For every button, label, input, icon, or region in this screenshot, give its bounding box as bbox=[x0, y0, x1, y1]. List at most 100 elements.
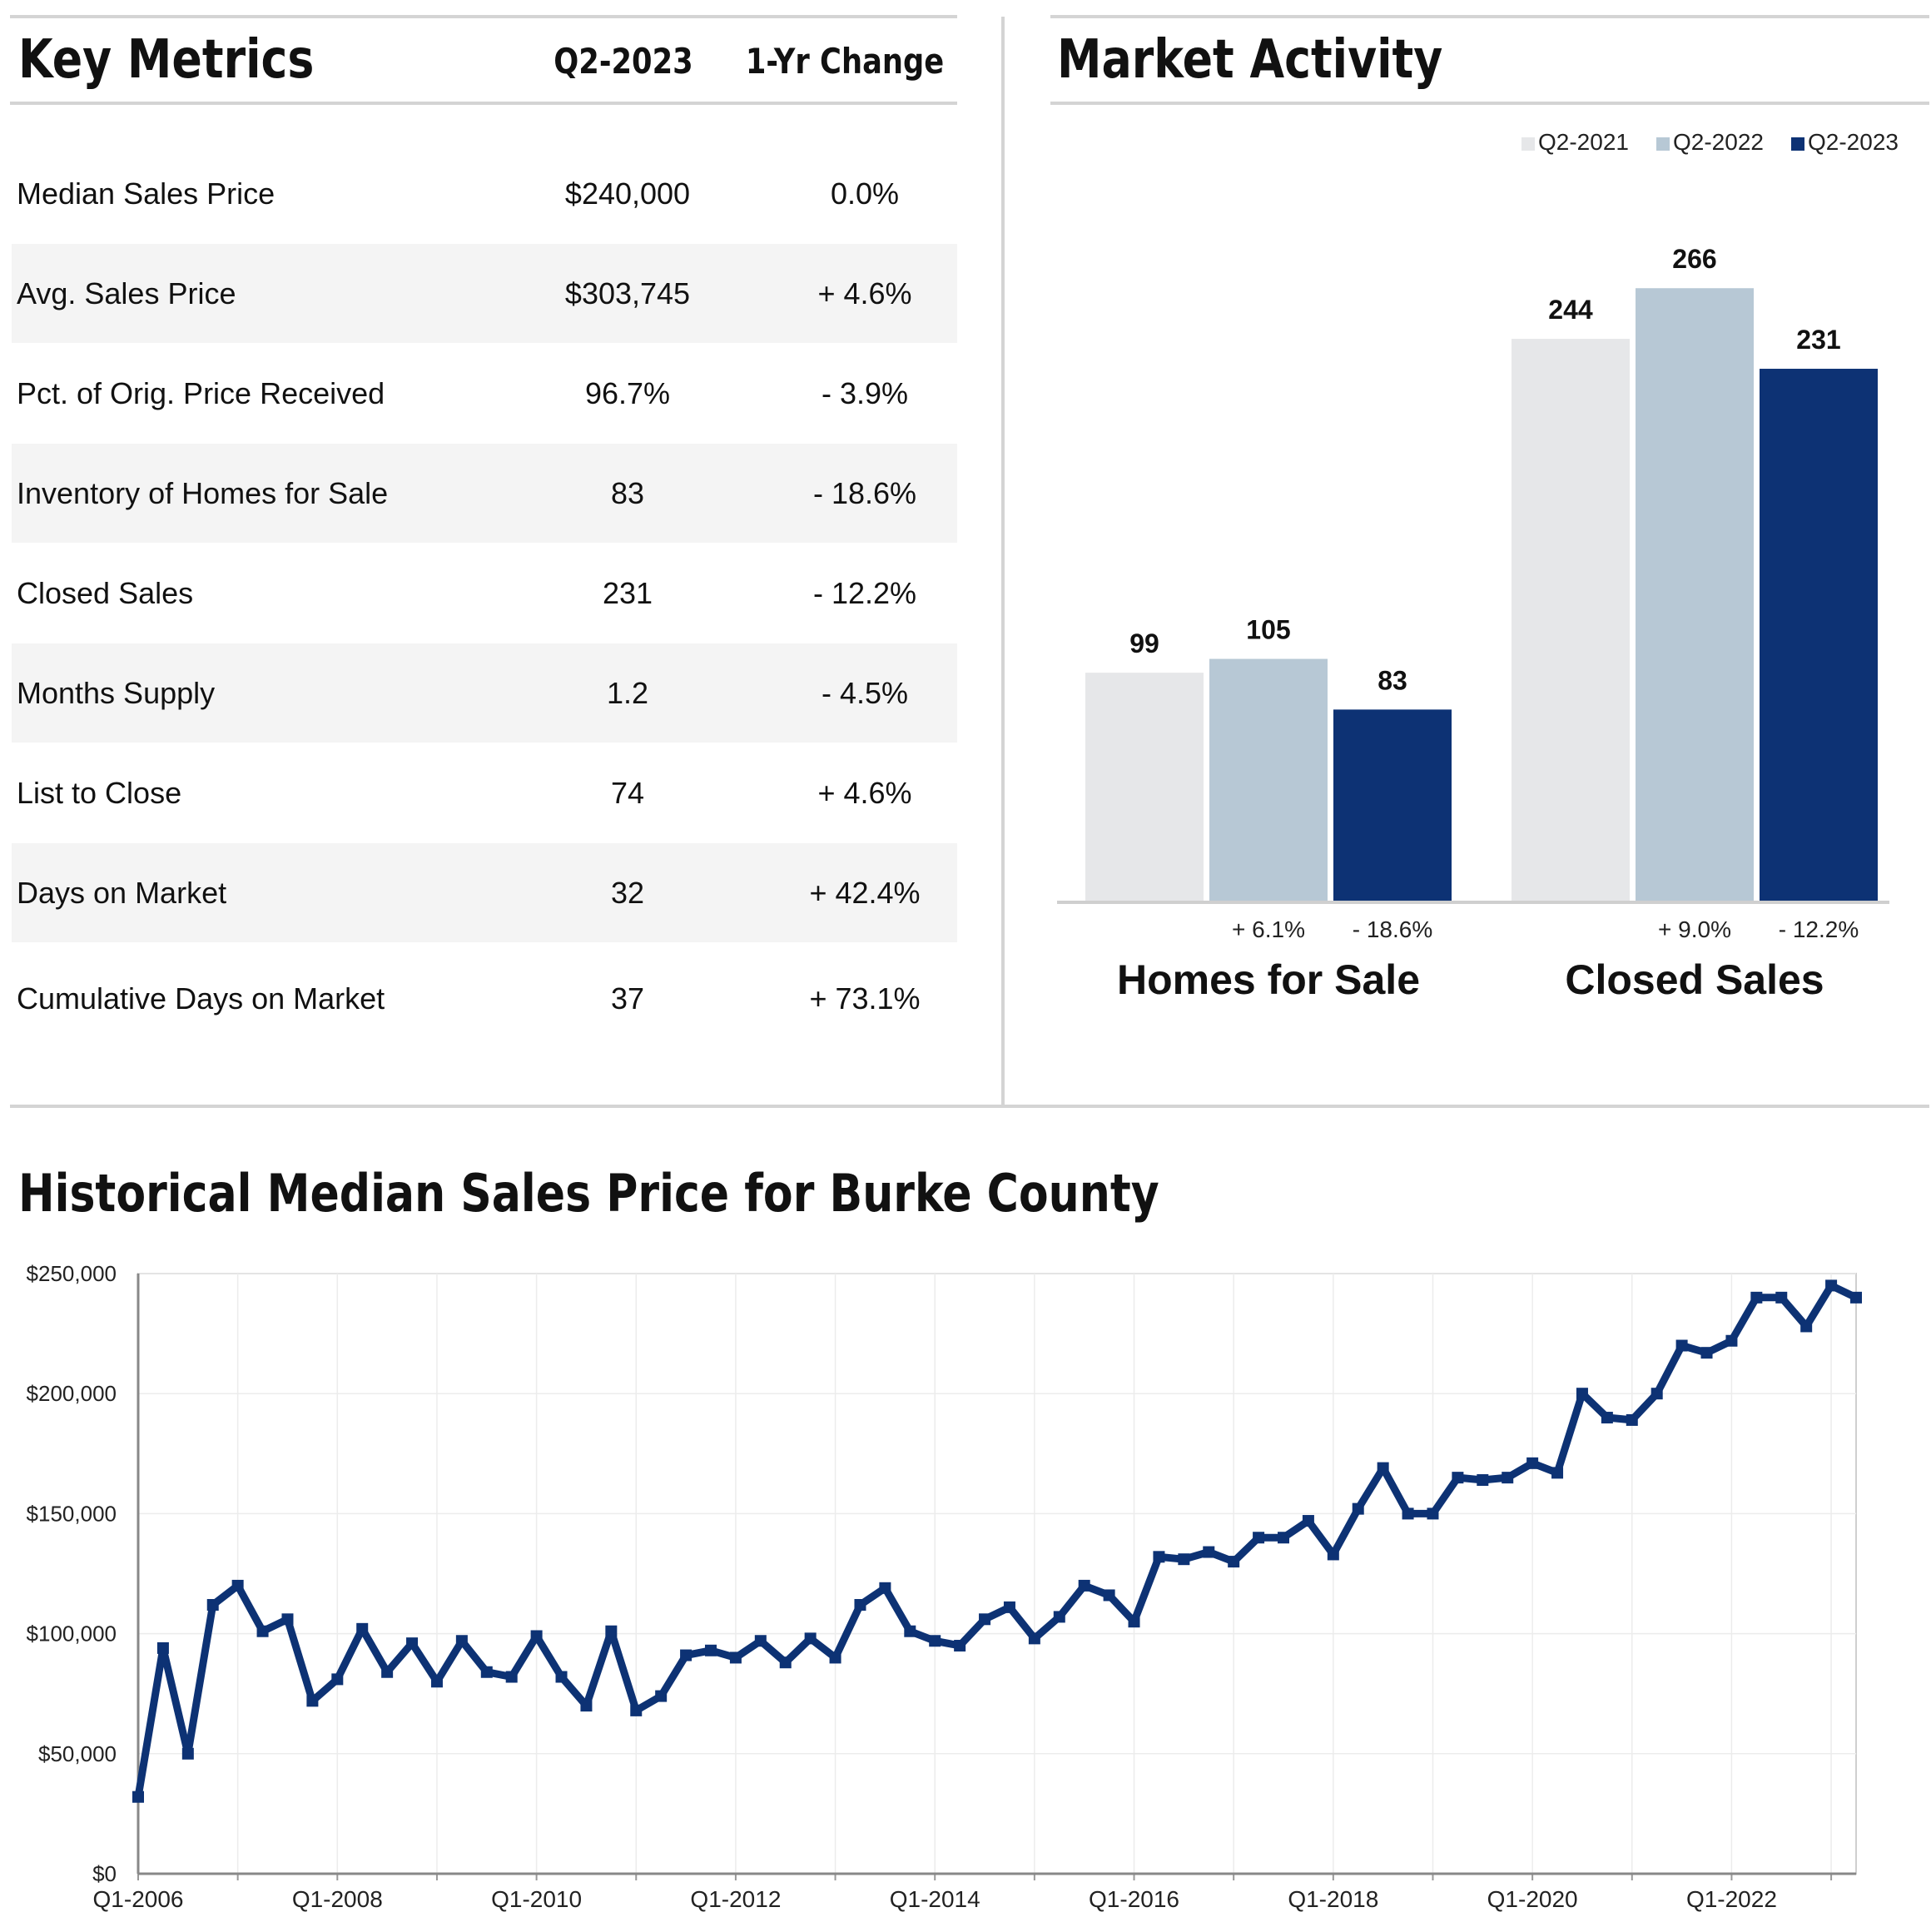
bar bbox=[1512, 339, 1630, 901]
data-point bbox=[1003, 1601, 1015, 1613]
bar-value-label: 105 bbox=[1246, 615, 1290, 645]
data-point bbox=[1850, 1291, 1862, 1304]
data-point bbox=[1302, 1515, 1314, 1527]
data-point bbox=[854, 1598, 866, 1611]
data-point bbox=[1601, 1412, 1613, 1424]
x-tick-label: Q1-2014 bbox=[890, 1886, 980, 1912]
legend-label: Q2-2023 bbox=[1808, 129, 1899, 155]
metric-change: + 42.4% bbox=[809, 876, 921, 910]
metric-change: + 4.6% bbox=[817, 276, 912, 310]
metric-change: - 4.5% bbox=[821, 676, 909, 710]
table-row: Median Sales Price $240,000 0.0% bbox=[12, 144, 957, 243]
bar-value-label: 244 bbox=[1548, 295, 1593, 325]
y-tick-label: $50,000 bbox=[38, 1741, 117, 1766]
bar-value-label: 231 bbox=[1796, 325, 1840, 355]
data-point bbox=[1700, 1347, 1713, 1359]
data-point bbox=[580, 1700, 593, 1712]
data-point bbox=[306, 1695, 319, 1707]
data-point bbox=[1675, 1339, 1688, 1352]
category-label: Homes for Sale bbox=[1117, 956, 1420, 1003]
metric-change: + 73.1% bbox=[809, 981, 921, 1016]
data-point bbox=[1502, 1472, 1514, 1484]
legend-swatch bbox=[1521, 137, 1535, 151]
y-tick-label: $150,000 bbox=[27, 1501, 117, 1526]
header-rule-right bbox=[1050, 102, 1929, 105]
metric-value: 74 bbox=[610, 776, 645, 810]
data-point bbox=[1028, 1632, 1040, 1645]
x-tick-label: Q1-2020 bbox=[1487, 1886, 1578, 1912]
bar bbox=[1636, 288, 1754, 901]
x-tick-label: Q1-2006 bbox=[93, 1886, 184, 1912]
bar-value-label: 266 bbox=[1672, 244, 1716, 274]
data-point bbox=[156, 1641, 169, 1654]
data-point bbox=[1103, 1589, 1115, 1602]
bar-value-label: 83 bbox=[1378, 665, 1407, 695]
metric-change: - 18.6% bbox=[812, 476, 917, 510]
data-point bbox=[206, 1598, 219, 1611]
key-metrics-title: Key Metrics bbox=[18, 29, 315, 91]
historical-price-chart: $0 $50,000 $100,000 $150,000 $200,000 $250,00… bbox=[27, 1261, 1862, 1912]
metric-label: Cumulative Days on Market bbox=[17, 981, 385, 1016]
data-point bbox=[181, 1747, 194, 1760]
bar-baseline bbox=[1057, 901, 1889, 904]
data-point bbox=[1203, 1546, 1215, 1558]
data-point bbox=[1725, 1334, 1738, 1347]
metric-change: + 4.6% bbox=[817, 776, 912, 810]
data-point bbox=[1576, 1388, 1588, 1400]
metric-value: 83 bbox=[610, 476, 645, 510]
vertical-divider bbox=[1001, 17, 1005, 1107]
metric-label: Months Supply bbox=[17, 676, 216, 710]
metric-value: 1.2 bbox=[606, 676, 649, 710]
x-tick-label: Q1-2008 bbox=[292, 1886, 383, 1912]
metric-label: Median Sales Price bbox=[17, 176, 276, 211]
data-point bbox=[1750, 1291, 1763, 1304]
data-point bbox=[1377, 1462, 1389, 1474]
change-label: + 6.1% bbox=[1232, 916, 1305, 942]
data-point bbox=[904, 1625, 916, 1637]
historical-chart-title: Historical Median Sales Price for Burke … bbox=[18, 1163, 1159, 1224]
legend-label: Q2-2022 bbox=[1673, 129, 1764, 155]
metric-change: - 12.2% bbox=[812, 576, 917, 610]
data-point bbox=[779, 1656, 792, 1669]
data-point bbox=[381, 1666, 394, 1678]
table-row: List to Close 74 + 4.6% bbox=[12, 743, 957, 842]
data-point bbox=[1128, 1616, 1140, 1628]
data-point bbox=[505, 1671, 518, 1683]
data-point bbox=[630, 1704, 643, 1716]
data-point bbox=[555, 1671, 568, 1683]
table-row: Days on Market 32 + 42.4% bbox=[12, 843, 957, 942]
x-tick-label: Q1-2016 bbox=[1089, 1886, 1179, 1912]
market-activity-chart: Q2-2021 Q2-2022 Q2-2023 99 105 83 + 6.1% - 18.… bbox=[1057, 129, 1899, 1003]
data-point bbox=[1053, 1611, 1065, 1623]
metric-value: 231 bbox=[602, 576, 653, 610]
data-point bbox=[1477, 1474, 1489, 1487]
data-point bbox=[1153, 1551, 1165, 1563]
change-label: - 12.2% bbox=[1779, 916, 1859, 942]
metric-label: List to Close bbox=[17, 776, 182, 810]
data-point bbox=[1402, 1507, 1414, 1520]
table-row: Avg. Sales Price $303,745 + 4.6% bbox=[12, 244, 957, 343]
metric-change: - 3.9% bbox=[821, 376, 909, 410]
metric-label: Pct. of Orig. Price Received bbox=[17, 376, 385, 410]
table-row: Cumulative Days on Market 37 + 73.1% bbox=[12, 949, 957, 1048]
bar bbox=[1209, 658, 1328, 901]
bar bbox=[1333, 709, 1452, 901]
change-column-header: 1-Yr Change bbox=[745, 41, 945, 82]
data-point bbox=[879, 1582, 891, 1594]
legend-label: Q2-2021 bbox=[1538, 129, 1629, 155]
data-point bbox=[829, 1651, 841, 1664]
table-row: Months Supply 1.2 - 4.5% bbox=[12, 643, 957, 743]
y-tick-label: $200,000 bbox=[27, 1381, 117, 1406]
data-point bbox=[1278, 1532, 1289, 1544]
data-point bbox=[430, 1676, 443, 1688]
data-point bbox=[132, 1790, 144, 1803]
data-point bbox=[1327, 1548, 1339, 1561]
legend-swatch bbox=[1791, 137, 1804, 151]
plot-frame bbox=[137, 1273, 1857, 1875]
table-row: Closed Sales 231 - 12.2% bbox=[12, 544, 957, 643]
data-point bbox=[1825, 1279, 1838, 1292]
data-point bbox=[1178, 1553, 1190, 1566]
data-point bbox=[705, 1644, 717, 1656]
data-point bbox=[256, 1625, 269, 1637]
data-point bbox=[979, 1613, 991, 1626]
